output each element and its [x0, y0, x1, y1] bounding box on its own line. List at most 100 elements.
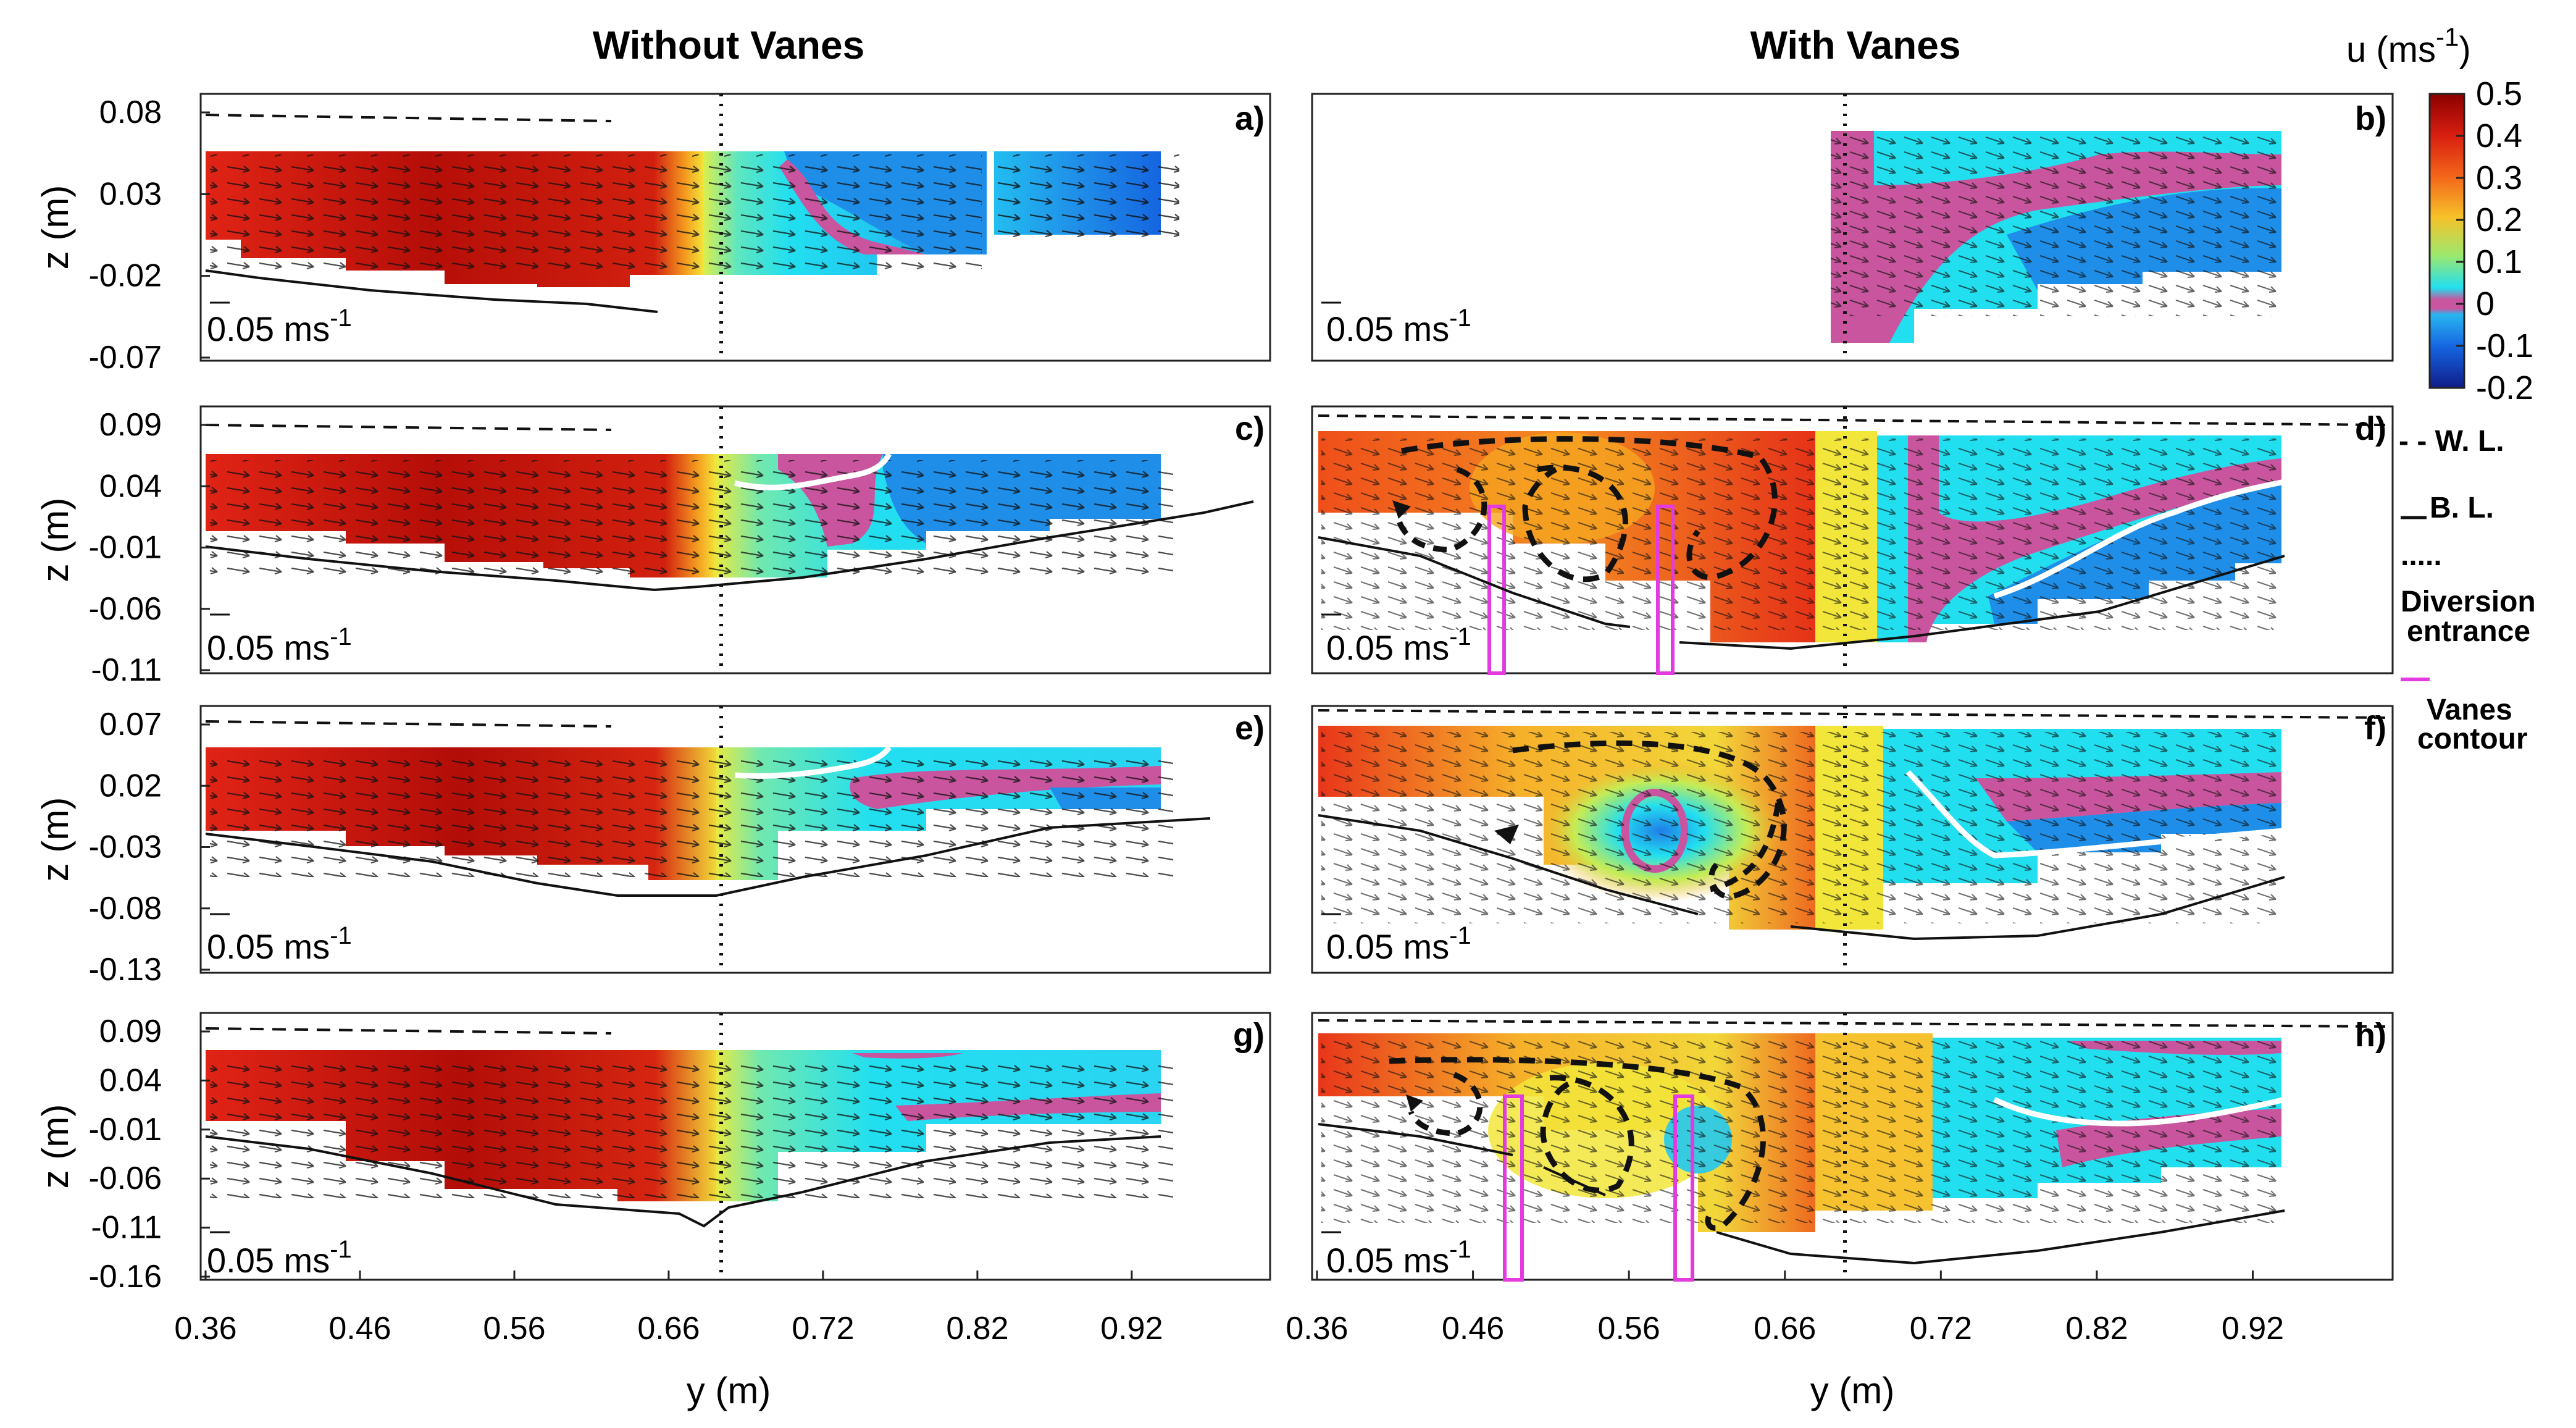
y-tick-label: 0.04	[99, 468, 162, 504]
colorbar-title: u (ms-1)	[2346, 22, 2471, 70]
legend-vanes-contour: Vanes	[2427, 694, 2512, 726]
vortex-path	[1401, 436, 1778, 581]
svg-text:0.05 ms-1: 0.05 ms-1	[1326, 304, 1471, 348]
panel-e: e) 0.05 ms-1	[199, 705, 1271, 974]
panel-a: a) 0.05 ms-1	[199, 93, 1271, 362]
water-level-line	[205, 114, 612, 122]
x-axis-ticks: 0.36 0.46 0.56 0.66 0.72 0.82 0.92 0.36 0.46 0.56…	[174, 1270, 2284, 1346]
vortex-path	[1408, 1072, 1483, 1136]
white-contour	[1993, 1096, 2286, 1127]
panel-label: b)	[2355, 100, 2386, 137]
vector-scale: 0.05 ms-1	[1321, 301, 1471, 348]
water-level-line	[1318, 1019, 2387, 1028]
water-level-line	[205, 424, 612, 431]
x-tick-label: 0.56	[1598, 1311, 1660, 1346]
bed-level-line	[205, 269, 658, 313]
y-tick-label: -0.07	[88, 340, 162, 376]
colorbar-ticks: 0.5 0.4 0.3 0.2 0.1 0 -0.1 -0.2	[2456, 75, 2533, 406]
y-tick-label: -0.01	[88, 530, 162, 566]
vector-scale: 0.05 ms-1	[1321, 913, 1471, 966]
y-tick-label: -0.06	[88, 591, 162, 627]
y-tick-label: -0.11	[91, 652, 162, 688]
panel-d: d) 0.05 ms-1	[1311, 405, 2394, 675]
vector-scale: 0.05 ms-1	[207, 613, 352, 667]
svg-text:0.05 ms-1: 0.05 ms-1	[207, 623, 352, 667]
vane-right	[1656, 505, 1675, 675]
x-tick-label: 0.82	[946, 1311, 1008, 1346]
legend-diversion-entrance: Diversion	[2401, 586, 2536, 618]
colorbar: u (ms-1) 0.5 0.4 0.3 0.2 0.1 0 -0.1 -0.2	[2346, 22, 2533, 406]
vector-scale: 0.05 ms-1	[207, 301, 352, 348]
y-tick-label: 0.09	[99, 407, 162, 443]
svg-text:0.05 ms-1: 0.05 ms-1	[207, 922, 352, 966]
x-tick-label: 0.92	[1100, 1311, 1163, 1346]
y-tick-label: 0.02	[99, 768, 162, 804]
y-tick-label: -0.08	[88, 891, 162, 926]
bed-level-line	[205, 817, 1211, 897]
y-axis-label: z (m)	[35, 797, 76, 882]
vector-scale: 0.05 ms-1	[207, 1231, 352, 1280]
vortex-path	[1709, 802, 1781, 892]
x-tick-label: 0.56	[483, 1311, 545, 1346]
legend-water-level: - - W. L.	[2399, 425, 2504, 458]
legend-diversion-dots: .....	[2401, 539, 2442, 572]
y-axis-ticks: 0.08 0.03 -0.02 -0.07 0.09 0.04 -0.01 -0.06 -0.1…	[88, 94, 210, 1295]
y-axis-label: z (m)	[35, 498, 76, 582]
panel-label: d)	[2355, 410, 2386, 447]
y-tick-label: -0.16	[88, 1259, 162, 1295]
vector-field	[210, 154, 982, 278]
x-tick-label: 0.46	[1442, 1311, 1504, 1346]
panel-label: f)	[2364, 710, 2386, 747]
panel-c: c) 0.05 ms-1	[199, 405, 1271, 674]
y-tick-label: 0.07	[99, 707, 162, 742]
column-title-with-vanes: With Vanes	[1750, 23, 1961, 67]
y-tick-label: 0.04	[99, 1062, 162, 1098]
svg-text:0.05 ms-1: 0.05 ms-1	[207, 1236, 352, 1280]
vortex-arrow	[1494, 825, 1519, 844]
y-tick-label: -0.03	[88, 830, 162, 865]
y-axis-label: z (m)	[35, 185, 76, 270]
vector-scale: 0.05 ms-1	[207, 913, 352, 966]
colorbar-tick-label: 0.4	[2476, 117, 2522, 154]
panel-label: a)	[1235, 100, 1265, 137]
svg-text:0.05 ms-1: 0.05 ms-1	[1326, 922, 1471, 966]
svg-text:0.05 ms-1: 0.05 ms-1	[1326, 623, 1471, 667]
y-tick-label: 0.08	[99, 94, 162, 130]
vector-field	[210, 460, 1173, 574]
white-contour	[734, 746, 892, 779]
y-tick-label: -0.06	[88, 1161, 162, 1196]
x-tick-label: 0.36	[1286, 1311, 1348, 1346]
column-title-without-vanes: Without Vanes	[593, 23, 864, 67]
y-tick-label: -0.01	[88, 1112, 162, 1148]
vortex-path	[1389, 1057, 1767, 1231]
colorbar-tick-label: 0	[2476, 285, 2494, 322]
vector-field	[994, 154, 1179, 241]
x-tick-label: 0.36	[174, 1311, 236, 1346]
white-contour	[1905, 770, 2285, 859]
water-level-line	[1318, 709, 2387, 719]
x-tick-label: 0.66	[1754, 1311, 1816, 1346]
x-tick-label: 0.72	[792, 1311, 854, 1346]
panel-label: h)	[2355, 1017, 2386, 1054]
white-contour	[734, 452, 892, 490]
x-tick-label: 0.82	[2065, 1311, 2128, 1346]
vector-field	[1321, 439, 2285, 630]
x-tick-label: 0.92	[2222, 1311, 2284, 1346]
legend: - - W. L. B. L. ..... Diversion entrance…	[2399, 425, 2536, 755]
vector-scale: 0.05 ms-1	[1321, 1231, 1471, 1280]
vortex-path	[1512, 740, 1787, 900]
panel-g: g) 0.05 ms-1	[199, 1012, 1271, 1281]
colorbar-tick-label: 0.1	[2476, 243, 2522, 280]
y-tick-label: -0.11	[91, 1210, 162, 1246]
panel-f: f) 0.05 ms-1	[1311, 705, 2394, 974]
water-level-line	[205, 720, 612, 728]
colorbar-tick-label: 0.3	[2476, 159, 2522, 196]
y-tick-label: 0.03	[99, 176, 162, 212]
vector-scale: 0.05 ms-1	[1321, 613, 1471, 667]
vector-field	[1321, 1038, 2285, 1223]
panel-label: c)	[1235, 410, 1265, 447]
bed-level-line	[205, 1135, 1161, 1228]
x-axis-label: y (m)	[687, 1370, 771, 1411]
svg-text:0.05 ms-1: 0.05 ms-1	[1326, 1236, 1471, 1280]
